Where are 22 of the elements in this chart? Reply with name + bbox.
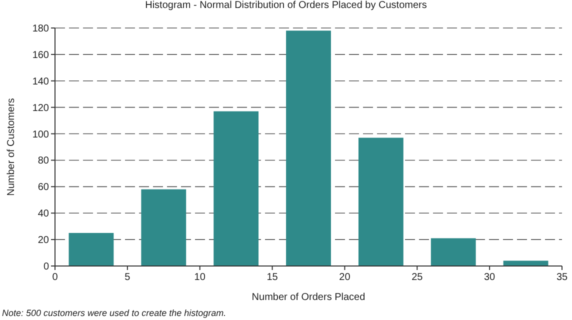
x-tick-label: 35 <box>556 272 568 283</box>
y-tick-label: 40 <box>38 208 50 220</box>
x-tick-label: 15 <box>266 272 278 283</box>
x-tick-label: 30 <box>484 272 496 283</box>
x-tick-label: 5 <box>124 272 131 283</box>
x-axis-title: Number of Orders Placed <box>252 292 366 303</box>
y-tick-label: 20 <box>38 235 50 246</box>
y-tick-label: 0 <box>43 262 50 272</box>
x-tick-label: 0 <box>52 272 58 283</box>
y-tick-label: 100 <box>32 129 50 140</box>
y-tick-label: 180 <box>32 24 50 34</box>
y-tick-label: 120 <box>32 102 50 114</box>
y-tick-label: 160 <box>32 50 50 61</box>
y-tick-label: 80 <box>38 156 50 167</box>
y-tick-label: 60 <box>38 182 50 194</box>
chart-title: Histogram - Normal Distribution of Orders Placed by Customers <box>145 0 427 11</box>
x-tick-label: 20 <box>339 272 351 283</box>
x-tick-label: 10 <box>194 272 206 283</box>
x-tick-label: 25 <box>412 272 424 283</box>
text: Note: 500 customers were used to create the histogram. <box>2 308 226 318</box>
y-axis-title: Number of Customers <box>6 98 17 196</box>
y-tick-label: 140 <box>32 76 50 88</box>
